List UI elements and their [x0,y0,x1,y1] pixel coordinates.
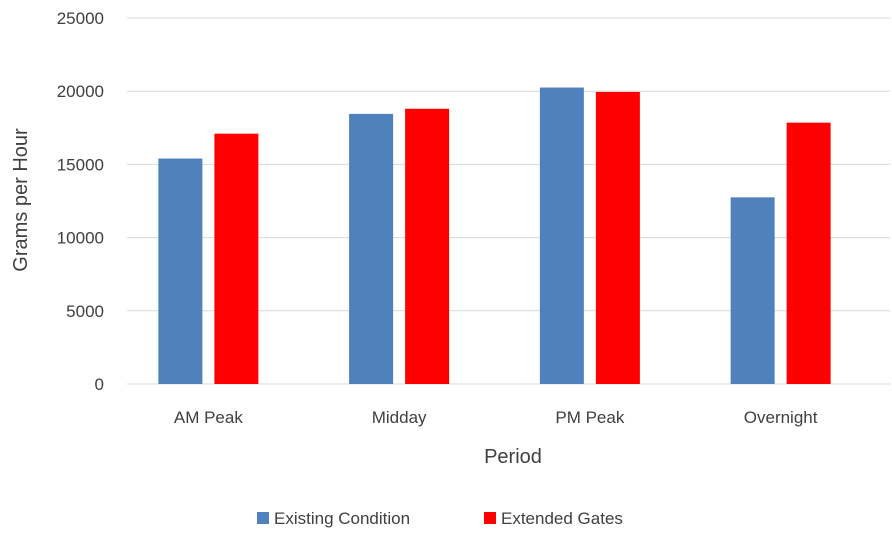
bar-extended-gates-pm-peak [595,91,640,384]
legend: Existing Condition Extended Gates [257,509,623,528]
legend-label: Existing Condition [274,509,410,528]
y-axis-tick-labels: 0 5000 10000 15000 20000 25000 [57,9,104,394]
y-tick-label: 20000 [57,82,104,101]
y-tick-label: 0 [95,375,104,394]
bar-extended-gates-midday [405,108,450,384]
x-tick-label: Midday [372,408,427,427]
bar-existing-condition-pm-peak [539,87,584,384]
x-axis-title: Period [484,446,542,468]
y-axis-title: Grams per Hour [10,128,32,272]
bar-existing-condition-midday [349,113,394,384]
legend-label: Extended Gates [501,509,623,528]
x-tick-label: Overnight [744,408,818,427]
x-axis-tick-labels: AM Peak Midday PM Peak Overnight [174,408,818,427]
x-tick-label: PM Peak [555,408,624,427]
bar-extended-gates-am-peak [214,133,259,384]
y-tick-label: 25000 [57,9,104,28]
y-tick-label: 10000 [57,229,104,248]
bar-existing-condition-am-peak [158,158,203,384]
y-tick-label: 5000 [66,302,104,321]
bars [158,87,831,385]
y-tick-label: 15000 [57,155,104,174]
x-tick-label: AM Peak [174,408,243,427]
bar-extended-gates-overnight [786,122,831,385]
bar-existing-condition-overnight [730,197,775,384]
legend-swatch [257,512,269,524]
legend-swatch [484,512,496,524]
